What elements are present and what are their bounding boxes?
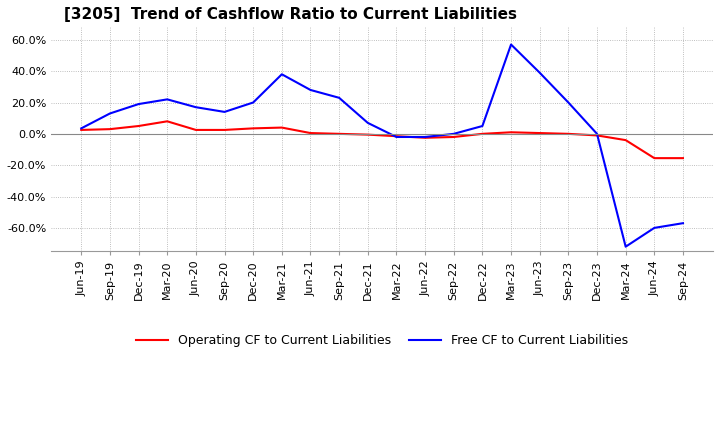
Free CF to Current Liabilities xyxy=(249,100,258,105)
Free CF to Current Liabilities xyxy=(593,131,601,136)
Operating CF to Current Liabilities xyxy=(507,130,516,135)
Operating CF to Current Liabilities xyxy=(650,155,659,161)
Free CF to Current Liabilities xyxy=(392,134,401,139)
Free CF to Current Liabilities xyxy=(449,131,458,136)
Free CF to Current Liabilities xyxy=(163,97,171,102)
Operating CF to Current Liabilities xyxy=(306,130,315,136)
Operating CF to Current Liabilities xyxy=(679,155,688,161)
Free CF to Current Liabilities xyxy=(364,120,372,125)
Free CF to Current Liabilities xyxy=(335,95,343,100)
Free CF to Current Liabilities xyxy=(134,102,143,107)
Operating CF to Current Liabilities xyxy=(536,130,544,136)
Operating CF to Current Liabilities xyxy=(220,127,229,132)
Free CF to Current Liabilities xyxy=(192,105,200,110)
Free CF to Current Liabilities xyxy=(77,126,86,131)
Free CF to Current Liabilities xyxy=(306,87,315,92)
Operating CF to Current Liabilities xyxy=(163,119,171,124)
Line: Operating CF to Current Liabilities: Operating CF to Current Liabilities xyxy=(81,121,683,158)
Free CF to Current Liabilities xyxy=(536,70,544,75)
Free CF to Current Liabilities xyxy=(220,109,229,114)
Operating CF to Current Liabilities xyxy=(249,126,258,131)
Operating CF to Current Liabilities xyxy=(449,134,458,139)
Operating CF to Current Liabilities xyxy=(564,131,572,136)
Free CF to Current Liabilities xyxy=(621,244,630,249)
Free CF to Current Liabilities xyxy=(679,220,688,226)
Free CF to Current Liabilities xyxy=(277,72,286,77)
Free CF to Current Liabilities xyxy=(564,100,572,105)
Operating CF to Current Liabilities xyxy=(593,133,601,138)
Operating CF to Current Liabilities xyxy=(420,135,429,140)
Operating CF to Current Liabilities xyxy=(478,131,487,136)
Free CF to Current Liabilities xyxy=(420,134,429,139)
Legend: Operating CF to Current Liabilities, Free CF to Current Liabilities: Operating CF to Current Liabilities, Fre… xyxy=(131,330,633,352)
Operating CF to Current Liabilities xyxy=(77,127,86,132)
Operating CF to Current Liabilities xyxy=(392,134,401,139)
Operating CF to Current Liabilities xyxy=(277,125,286,130)
Operating CF to Current Liabilities xyxy=(364,132,372,137)
Free CF to Current Liabilities xyxy=(106,111,114,116)
Free CF to Current Liabilities xyxy=(650,225,659,231)
Operating CF to Current Liabilities xyxy=(134,123,143,128)
Operating CF to Current Liabilities xyxy=(192,127,200,132)
Line: Free CF to Current Liabilities: Free CF to Current Liabilities xyxy=(81,44,683,247)
Free CF to Current Liabilities xyxy=(507,42,516,47)
Operating CF to Current Liabilities xyxy=(335,131,343,136)
Free CF to Current Liabilities xyxy=(478,123,487,128)
Operating CF to Current Liabilities xyxy=(621,137,630,143)
Text: [3205]  Trend of Cashflow Ratio to Current Liabilities: [3205] Trend of Cashflow Ratio to Curren… xyxy=(64,7,518,22)
Operating CF to Current Liabilities xyxy=(106,127,114,132)
